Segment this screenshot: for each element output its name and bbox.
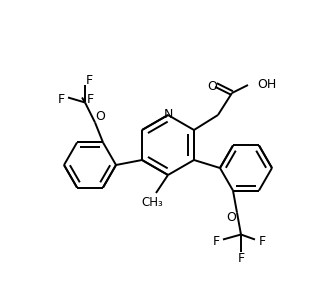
Text: F: F: [57, 93, 64, 106]
Text: F: F: [237, 252, 245, 265]
Text: F: F: [87, 93, 94, 106]
Text: F: F: [259, 235, 266, 248]
Text: F: F: [86, 74, 93, 87]
Text: N: N: [163, 108, 173, 120]
Text: O: O: [207, 80, 217, 92]
Text: F: F: [213, 235, 220, 248]
Text: OH: OH: [257, 78, 276, 91]
Text: O: O: [95, 110, 105, 123]
Text: O: O: [226, 211, 236, 224]
Text: CH₃: CH₃: [141, 195, 163, 209]
